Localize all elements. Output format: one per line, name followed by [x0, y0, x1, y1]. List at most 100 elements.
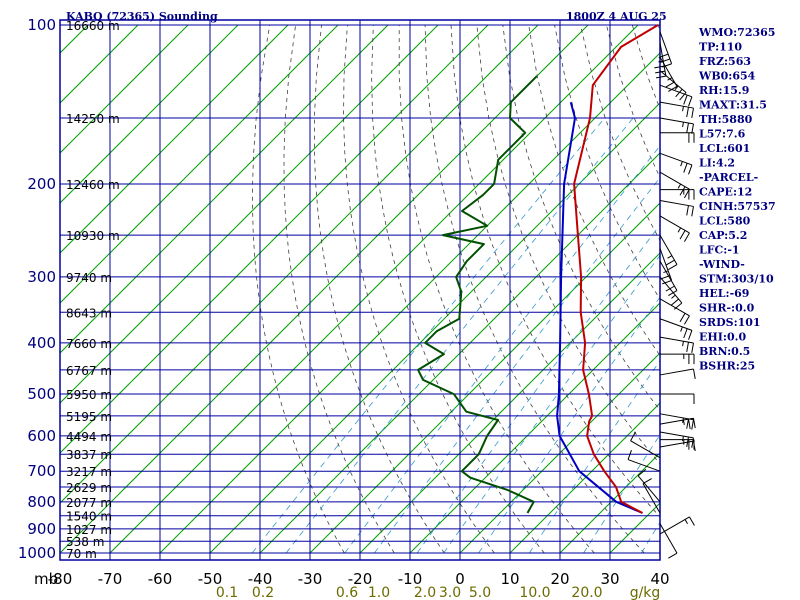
temperature-tick-label: -40 — [248, 570, 273, 588]
pressure-tick-label: 600 — [27, 427, 56, 445]
wind-barb-staff — [659, 117, 694, 125]
wind-barb-flag — [688, 330, 693, 340]
wind-barb-flag — [691, 206, 694, 217]
temperature-trace — [573, 24, 659, 514]
wind-barb-staff — [659, 42, 667, 77]
height-label: 10930 m — [66, 229, 120, 243]
mixing-ratio-label: 2.0 — [414, 585, 436, 600]
temperature-tick-label: 0 — [455, 570, 465, 588]
wind-barb-flag — [642, 478, 652, 485]
isotherm-line — [259, 152, 660, 554]
pressure-tick-label: 300 — [27, 268, 56, 286]
height-label: 2629 m — [66, 481, 112, 495]
isotherm-line — [60, 24, 489, 454]
temperature-tick-label: 20 — [550, 570, 569, 588]
mixing-ratio-label: 10.0 — [519, 585, 550, 600]
height-label: 5195 m — [66, 410, 112, 424]
index-value: -WIND- — [699, 258, 745, 271]
wind-barb-flag — [686, 342, 689, 353]
wind-barb-staff — [659, 248, 673, 281]
temperature-tick-label: -20 — [348, 570, 373, 588]
mixing-ratio-line — [443, 254, 660, 554]
temperature-tick-label: -50 — [198, 570, 223, 588]
isotherm-line — [209, 102, 660, 554]
height-label: 9740 m — [66, 271, 112, 285]
wind-barb-half-flag — [684, 519, 688, 525]
plot-frame — [59, 19, 661, 561]
index-value: BRN:0.5 — [699, 345, 750, 358]
wind-barb-staff — [627, 459, 661, 472]
wind-barb-staff — [659, 84, 693, 98]
wind-barbs — [627, 31, 696, 559]
height-label: 1027 m — [66, 523, 112, 537]
wind-barb-half-flag — [667, 255, 673, 259]
wind-barb-flag — [665, 259, 675, 266]
isotherm-line — [459, 352, 660, 554]
wind-barb-staff — [659, 234, 678, 265]
isotherm-line — [60, 24, 289, 254]
isotherm-line — [159, 52, 660, 554]
index-value: CAPE:12 — [699, 186, 752, 199]
wind-barb-flag — [654, 65, 665, 69]
height-label: 12460 m — [66, 178, 120, 192]
wind-barb-flag — [655, 70, 666, 74]
height-label: 3217 m — [66, 465, 112, 479]
index-value: BSHR:25 — [699, 360, 755, 373]
wind-barb-flag — [668, 552, 678, 559]
index-value: LCL:601 — [699, 142, 750, 155]
pressure-tick-label: 200 — [27, 175, 56, 193]
temperature-tick-label: 30 — [600, 570, 619, 588]
temperature-tick-label: 10 — [500, 570, 519, 588]
height-label: 2077 m — [66, 496, 112, 510]
isotherm-line — [60, 24, 239, 204]
wind-barb-flag — [660, 58, 671, 63]
mixing-ratio-line — [285, 117, 634, 554]
wind-barb-flag — [684, 315, 690, 325]
wind-barb-flag — [655, 75, 666, 79]
temperature-tick-label: 40 — [650, 570, 669, 588]
wind-barb-flag — [691, 107, 694, 118]
index-value: CAP:5.2 — [699, 229, 747, 242]
isotherm-line — [509, 402, 660, 554]
wind-barb-staff — [659, 368, 694, 376]
temperature-tick-label: -10 — [398, 570, 423, 588]
height-label: 16660 m — [66, 19, 120, 33]
wind-barb-half-flag — [682, 436, 684, 442]
wind-barb-flag — [688, 164, 693, 175]
index-value: SRDS:101 — [699, 316, 761, 329]
wind-barb-flag — [691, 123, 694, 134]
index-value: WB0:654 — [698, 70, 756, 83]
wind-barb-staff — [659, 440, 694, 448]
height-label: 8643 m — [66, 306, 112, 320]
temperature-tick-label: -60 — [148, 570, 173, 588]
index-value: RH:15.9 — [699, 84, 749, 97]
index-value: -PARCEL- — [699, 171, 758, 184]
wind-barb-flag — [691, 342, 694, 353]
wind-barb-flag — [668, 264, 678, 270]
wind-barb-half-flag — [682, 122, 684, 128]
mixing-ratio-label: 5.0 — [469, 585, 491, 600]
wind-barb-staff — [659, 152, 693, 166]
wind-barb-half-flag — [680, 161, 683, 167]
wind-barb-half-flag — [682, 341, 684, 347]
wind-barb-staff — [659, 417, 694, 425]
wind-barb-staff — [630, 440, 661, 459]
wind-barb-flag — [679, 312, 686, 323]
wind-barb-flag — [686, 205, 689, 216]
wind-barb-flag — [688, 96, 693, 107]
wind-barb-flag — [662, 279, 672, 285]
pressure-tick-label: 500 — [27, 385, 56, 403]
wind-barb-staff — [659, 276, 683, 304]
wind-barb-flag — [687, 418, 691, 430]
wind-barb-staff — [659, 215, 690, 234]
wind-barb-flag — [686, 122, 689, 133]
wind-barb-half-flag — [682, 106, 684, 112]
wind-barb-flag — [637, 468, 647, 477]
wind-barb-flag — [668, 290, 678, 296]
height-label: 4494 m — [66, 430, 112, 444]
index-value: FRZ:563 — [699, 55, 751, 68]
wind-barb-flag — [665, 81, 675, 88]
temperature-tick-label: -80 — [48, 570, 73, 588]
wind-barb-staff — [637, 475, 661, 503]
